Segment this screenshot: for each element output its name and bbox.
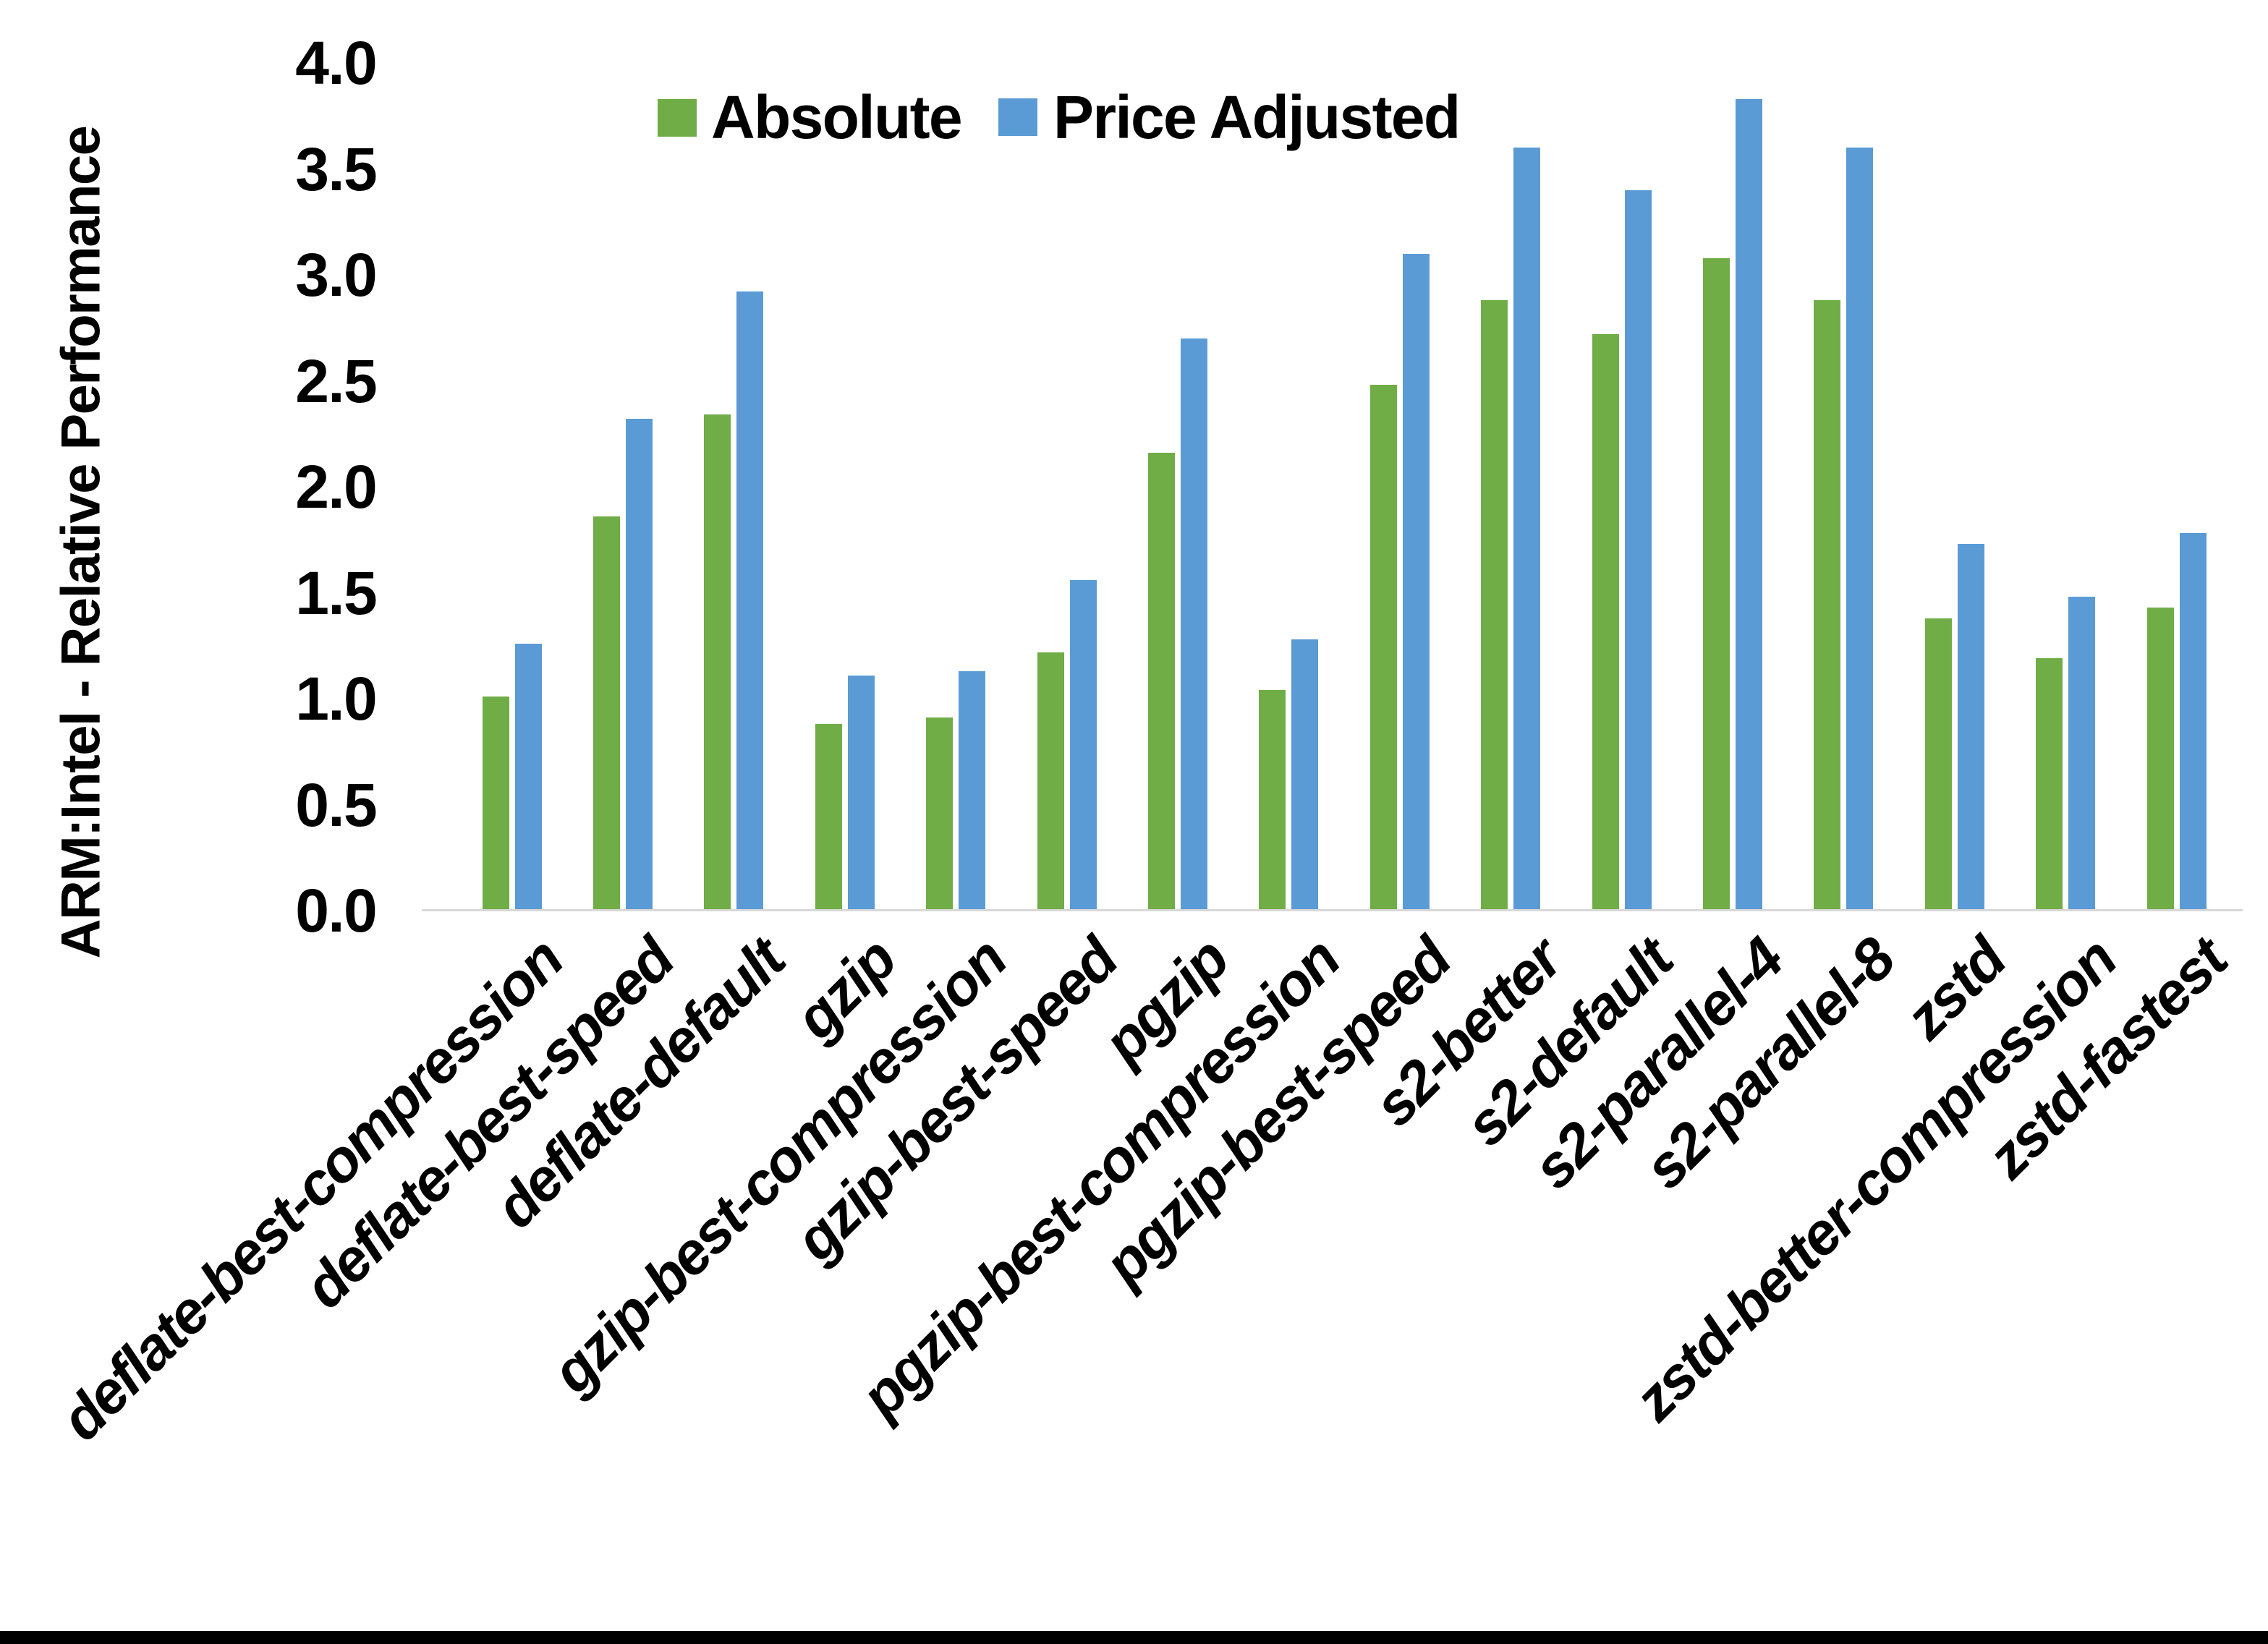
bar-absolute xyxy=(815,724,842,911)
bar-absolute xyxy=(2036,658,2063,911)
legend-swatch-absolute xyxy=(658,99,697,137)
bar-price-adjusted xyxy=(2068,597,2096,911)
plot-area xyxy=(405,0,2246,911)
bar-price-adjusted xyxy=(1846,148,1874,911)
bar-absolute xyxy=(704,414,731,911)
legend-label-price-adjusted: Price Adjusted xyxy=(1053,83,1461,151)
bar-absolute xyxy=(1814,300,1841,911)
bar-absolute xyxy=(1702,258,1730,911)
bar-absolute xyxy=(1369,385,1397,911)
bottom-border xyxy=(0,1631,2268,1644)
legend-swatch-price-adjusted xyxy=(998,98,1037,136)
y-tick-label: 1.5 xyxy=(295,558,377,627)
bar-price-adjusted xyxy=(1402,254,1430,911)
bar-absolute xyxy=(482,697,509,911)
y-tick-label: 0.0 xyxy=(295,877,377,945)
bar-price-adjusted xyxy=(959,671,986,911)
bar-absolute xyxy=(1037,652,1064,911)
y-tick-label: 3.5 xyxy=(295,135,377,203)
bar-absolute xyxy=(1481,300,1508,911)
bar-price-adjusted xyxy=(514,644,542,911)
y-tick-label: 0.5 xyxy=(295,770,377,839)
y-tick-label: 1.0 xyxy=(295,665,377,733)
bar-price-adjusted xyxy=(2179,533,2207,911)
bar-absolute xyxy=(1592,334,1619,911)
bar-absolute xyxy=(1147,453,1175,911)
bar-price-adjusted xyxy=(736,291,764,911)
bar-price-adjusted xyxy=(1069,580,1097,911)
bar-absolute xyxy=(1259,690,1286,911)
bar-price-adjusted xyxy=(1513,148,1541,911)
bar-price-adjusted xyxy=(1180,338,1207,911)
bar-price-adjusted xyxy=(1735,99,1762,911)
legend-label-absolute: Absolute xyxy=(711,83,963,151)
bar-price-adjusted xyxy=(625,419,653,911)
bar-absolute xyxy=(1924,618,1952,911)
y-axis-title: ARM:Intel - Relative Performance xyxy=(50,126,112,959)
bar-price-adjusted xyxy=(1291,639,1319,911)
bar-absolute xyxy=(926,717,954,911)
bar-price-adjusted xyxy=(847,676,875,911)
bar-absolute xyxy=(2146,608,2174,911)
x-axis-line xyxy=(422,909,2243,911)
bar-price-adjusted xyxy=(1957,544,1984,911)
bar-price-adjusted xyxy=(1624,190,1652,911)
y-tick-label: 2.0 xyxy=(295,453,377,521)
bar-absolute xyxy=(593,516,620,911)
y-tick-label: 3.0 xyxy=(295,241,377,309)
y-tick-label: 2.5 xyxy=(295,346,377,415)
y-tick-label: 4.0 xyxy=(295,29,377,97)
